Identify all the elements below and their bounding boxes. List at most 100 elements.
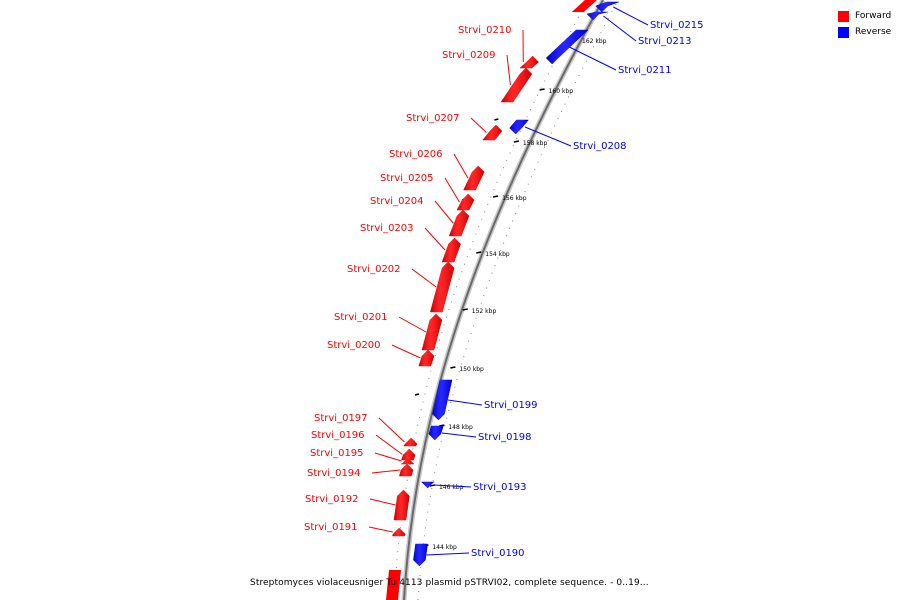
leader-line	[424, 227, 446, 251]
leader-line	[378, 417, 405, 443]
gene-labels: Strvi_0191 Strvi_0192 Strvi_0194 Strvi_0195…	[304, 6, 704, 559]
gene-label[interactable]: Strvi_0198	[478, 432, 532, 443]
legend-reverse: Reverse	[838, 24, 891, 40]
scale-tick-label: 156 kbp	[502, 195, 527, 202]
leader-line	[447, 399, 483, 406]
scale-tick-label: 160 kbp	[549, 88, 574, 95]
gene-label[interactable]: Strvi_0213	[638, 36, 692, 47]
gene-shading	[509, 120, 529, 134]
gene-label[interactable]: Strvi_0211	[618, 65, 672, 76]
scale-tick-mark	[492, 195, 499, 198]
scale-tick-mark	[513, 140, 519, 143]
gene-shading	[403, 438, 418, 446]
leader-line	[434, 200, 454, 224]
gene-label[interactable]: Strvi_0191	[304, 522, 358, 533]
gene-label[interactable]: Strvi_0199	[484, 400, 538, 411]
gene-label[interactable]: Strvi_0194	[307, 468, 361, 479]
gene-label[interactable]: Strvi_0206	[389, 149, 443, 160]
legend-reverse-label: Reverse	[855, 27, 892, 37]
gene-label[interactable]: Strvi_0207	[406, 113, 460, 124]
leader-line	[391, 344, 421, 359]
scale-tick-label: 144 kbp	[432, 544, 457, 551]
gene-shading	[399, 464, 414, 476]
scale-tick-mark	[462, 308, 468, 311]
gene-label[interactable]: Strvi_0200	[327, 340, 381, 351]
gene-label[interactable]: Strvi_0197	[314, 413, 368, 424]
leader-line	[444, 177, 460, 203]
gene-shading	[463, 166, 485, 190]
leader-line	[398, 316, 427, 333]
gene-shading	[457, 194, 475, 210]
gene-shading	[430, 262, 455, 312]
gene-label[interactable]: Strvi_0193	[473, 482, 527, 493]
leader-line	[411, 268, 437, 288]
legend: Forward Reverse	[838, 8, 891, 40]
scale-tick-label: 148 kbp	[448, 424, 473, 431]
gene-shading	[394, 490, 410, 520]
gene-label[interactable]: Strvi_0192	[305, 494, 359, 505]
gene-label[interactable]: Strvi_0208	[573, 141, 627, 152]
gene-shading	[519, 56, 539, 68]
gene-shading	[418, 350, 434, 366]
leader-line	[442, 432, 477, 438]
gene-features	[386, 0, 619, 600]
gene-shading	[449, 210, 469, 236]
gene-shading	[428, 426, 444, 440]
backbone	[393, 0, 619, 600]
gene-shading	[401, 458, 414, 464]
scale-tick-label: 150 kbp	[459, 366, 484, 373]
leader-line	[613, 6, 649, 26]
leader-line	[453, 153, 469, 179]
leader-line	[506, 54, 511, 86]
scale-tick-mark	[476, 251, 482, 254]
gene-shading	[432, 380, 452, 420]
gene-label[interactable]: Strvi_0205	[380, 173, 434, 184]
reverse-swatch	[838, 26, 849, 38]
gene-label[interactable]: Strvi_0209	[442, 50, 496, 61]
scale-tick-label: 158 kbp	[523, 140, 548, 147]
gene-shading	[442, 238, 461, 262]
gene-label[interactable]: Strvi_0210	[458, 25, 512, 36]
leader-line	[524, 126, 572, 147]
leader-line	[470, 117, 487, 133]
gene-shading	[595, 2, 619, 12]
forward-swatch	[838, 10, 849, 22]
gene-shading	[392, 528, 406, 536]
leader-line	[434, 484, 472, 488]
legend-forward: Forward	[838, 8, 891, 24]
scale-tick-mark	[450, 366, 456, 369]
gene-label[interactable]: Strvi_0190	[471, 548, 525, 559]
map-caption: Streptomyces violaceusniger Tu 4113 plas…	[250, 578, 649, 588]
leader-line	[375, 434, 403, 455]
gene-shading	[482, 125, 502, 140]
gene-shading	[422, 314, 442, 350]
gene-label[interactable]: Strvi_0204	[370, 196, 424, 207]
scale-tick-label: 152 kbp	[472, 308, 497, 315]
leader-line	[369, 498, 396, 506]
gene-label[interactable]: Strvi_0203	[360, 223, 414, 234]
gene-arrow-partial	[571, 0, 597, 12]
leader-line	[371, 469, 401, 474]
scale-tick-mark	[539, 88, 545, 91]
minor-tick	[414, 393, 420, 396]
gene-label[interactable]: Strvi_0201	[334, 312, 388, 323]
leader-line	[426, 552, 470, 556]
leader-line	[569, 46, 617, 71]
gene-shading	[421, 482, 435, 488]
gene-shading	[413, 544, 428, 566]
gene-label[interactable]: Strvi_0202	[347, 264, 401, 275]
scale-tick-label: 154 kbp	[485, 251, 510, 258]
legend-forward-label: Forward	[855, 11, 892, 21]
gene-shading	[401, 449, 416, 460]
gene-label[interactable]: Strvi_0195	[310, 448, 364, 459]
gene-arrow-partial	[386, 570, 401, 600]
gene-shading	[546, 30, 588, 64]
gene-label[interactable]: Strvi_0196	[311, 430, 365, 441]
leader-line	[368, 526, 393, 533]
minor-tick	[494, 118, 499, 121]
scale-tick-label: 146 kbp	[439, 484, 464, 491]
gene-shading	[501, 68, 532, 102]
gene-label[interactable]: Strvi_0215	[650, 20, 704, 31]
leader-line	[603, 15, 637, 42]
